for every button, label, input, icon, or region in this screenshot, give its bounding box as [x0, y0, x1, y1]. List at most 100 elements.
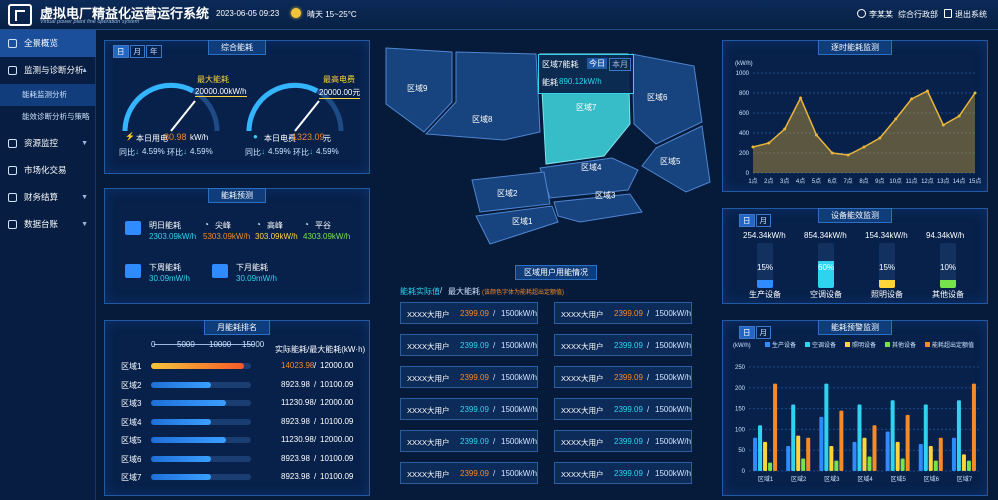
tab-day[interactable]: 日 — [113, 45, 129, 58]
ranking-row-track — [151, 363, 251, 369]
user-card[interactable]: XXXX大用户 2399.09 / 1500kW/h — [554, 366, 692, 388]
finance-icon — [8, 193, 17, 202]
warning-bar — [885, 431, 890, 471]
sidebar-item-monitor[interactable]: 监测与诊断分析 ▲ — [0, 57, 96, 84]
hourly-xtick: 10点 — [889, 177, 902, 185]
efficiency-fill — [879, 280, 895, 288]
warning-ytick: 100 — [735, 427, 746, 433]
app-title: 虚拟电厂精益化运营运行系统 — [40, 6, 210, 21]
tomorrow-label: 明日能耗 — [149, 221, 181, 230]
user-card[interactable]: XXXX大用户 2399.09 / 1500kW/h — [400, 398, 538, 420]
sidebar-item-overview[interactable]: 全景概览 — [0, 30, 96, 57]
warning-bar — [933, 460, 938, 471]
warning-bar — [862, 437, 867, 471]
tab-month[interactable]: 月 — [755, 214, 771, 227]
user-card[interactable]: XXXX大用户 2399.09 / 1500kW/h — [400, 366, 538, 388]
user-card[interactable]: XXXX大用户 2399.09 / 1500kW/h — [554, 334, 692, 356]
sidebar-sub-efficiency[interactable]: 能效诊断分析与策略 — [22, 112, 90, 121]
ranking-row-track — [151, 455, 251, 462]
hourly-point — [925, 89, 929, 93]
hourly-xtick: 11点 — [905, 177, 917, 185]
exit-button[interactable]: 退出系统 — [955, 10, 987, 19]
tab-day[interactable]: 日 — [739, 326, 755, 339]
sidebar-item-resource[interactable]: 资源监控 ▼ — [0, 130, 96, 157]
arrow-down-icon: ↓ — [309, 147, 313, 156]
map-region-8[interactable] — [424, 51, 541, 141]
hourly-xtick: 2点 — [764, 177, 773, 185]
ranking-row-bar — [151, 455, 211, 462]
hourly-xtick: 3点 — [780, 177, 789, 185]
user-card[interactable]: XXXX大用户 2399.09 / 1500kW/h — [400, 302, 538, 324]
user-card[interactable]: XXXX大用户 2399.09 / 1500kW/h — [554, 430, 692, 452]
forecast-panel: 能耗预测 明日能耗 2303.09kW/h ◔ 尖峰 5303.09kW/h ◔… — [104, 188, 370, 304]
sidebar-item-market[interactable]: 市场化交易 — [0, 157, 96, 184]
user-card[interactable]: XXXX大用户 2399.09 / 1500kW/h — [400, 462, 538, 484]
warning-bar — [819, 416, 824, 471]
energy-tabs: 日 月 年 — [113, 45, 163, 58]
warning-chart: (kW/h) 生产设备 空调设备 照明设备 其他设备 能耗超出定额值 0 50 100 150 20… — [733, 341, 981, 483]
today-fee-label: 本日电费 — [264, 134, 296, 143]
map-region-3[interactable] — [553, 193, 643, 223]
map-region-2[interactable] — [471, 171, 551, 213]
warning-legend-label: 照明设备 — [852, 341, 876, 349]
sidebar-item-ledger[interactable]: 数据台账 ▼ — [0, 211, 96, 238]
user-card[interactable]: XXXX大用户 2399.09 / 1500kW/h — [554, 302, 692, 324]
warning-panel: 能耗预警监测 日 月 (kW/h) 生产设备 空调设备 照明设备 其他设备 能耗超出定额值… — [722, 320, 988, 496]
map-region-6[interactable] — [631, 53, 703, 145]
user-card[interactable]: XXXX大用户 2399.09 / 1500kW/h — [400, 430, 538, 452]
hourly-point — [830, 151, 834, 155]
ranking-row-val: 8923.98 — [281, 472, 310, 481]
ranking-axis-tick: 5000 — [177, 340, 195, 349]
energy-panel-title: 综合能耗 — [208, 40, 266, 55]
popup-tab-month[interactable]: 本月 — [609, 58, 631, 71]
efficiency-fill — [940, 280, 956, 288]
warning-bar — [900, 458, 905, 471]
today-use-label: 本日用电 — [136, 134, 168, 143]
resource-icon — [8, 139, 17, 148]
popup-label: 能耗 — [542, 78, 558, 87]
hourly-xtick: 1点 — [748, 177, 757, 185]
user-card[interactable]: XXXX大用户 2399.09 / 1500kW/h — [554, 398, 692, 420]
warning-xtick: 区域1 — [758, 475, 774, 483]
map-region-9[interactable] — [385, 47, 453, 133]
efficiency-pct: 15% — [879, 263, 896, 272]
lightning-icon: ⚡ — [125, 132, 135, 141]
map-region-1[interactable] — [475, 205, 559, 245]
popup-tab-today[interactable]: 今日 — [587, 58, 607, 69]
sidebar-item-finance[interactable]: 财务结算 ▼ — [0, 184, 96, 211]
exit-icon[interactable] — [944, 9, 952, 18]
user-icon — [857, 9, 866, 18]
ranking-row-bar — [151, 363, 244, 369]
tab-year[interactable]: 年 — [146, 45, 162, 58]
hourly-point — [862, 145, 866, 149]
ranking-row-val: 14023.98 — [281, 361, 315, 370]
hourly-chart: (kW/h) 0 200 400 600 800 1000 1点 2点 3点 4点 5点 6点 7点 8点 9… — [735, 61, 981, 185]
warning-legend-swatch — [885, 342, 890, 347]
user-name[interactable]: 李某某 — [869, 10, 893, 19]
user-card[interactable]: XXXX大用户 2399.09 / 1500kW/h — [554, 462, 692, 484]
warning-ytick: 150 — [735, 407, 746, 413]
users-legend-actual: 能耗实际值 — [400, 287, 440, 296]
sidebar-sub-energy-monitor[interactable]: 能耗监测分析 — [0, 84, 96, 106]
efficiency-tabs: 日 月 — [739, 214, 772, 227]
user-card[interactable]: XXXX大用户 2399.09 / 1500kW/h — [400, 334, 538, 356]
warning-bar — [806, 437, 811, 471]
tab-day[interactable]: 日 — [739, 214, 755, 227]
warning-ylabel: (kW/h) — [733, 343, 751, 349]
ranking-row-val: 11230.98 — [281, 435, 314, 444]
tab-month[interactable]: 月 — [129, 45, 145, 58]
map-label-2: 区域2 — [497, 189, 518, 198]
map-region-5[interactable] — [641, 125, 711, 193]
ranking-row-max: 12000.00 — [320, 435, 354, 444]
hourly-xtick: 5点 — [812, 177, 821, 185]
ranking-row-val: 11230.98 — [281, 398, 314, 407]
ranking-row-max: 12000.00 — [320, 361, 354, 370]
sidebar: 全景概览 监测与诊断分析 ▲ 能耗监测分析 能效诊断分析与策略 资源监控 ▼ 市场化… — [0, 30, 96, 500]
tab-month[interactable]: 月 — [755, 326, 771, 339]
hourly-point — [894, 117, 898, 121]
mom-label-1: 环比 — [167, 148, 183, 157]
warning-chart-title: 能耗预警监测 — [818, 320, 892, 335]
high-icon: ◔ — [256, 220, 261, 229]
month-value: 30.09mW/h — [236, 274, 277, 283]
hourly-xtick: 14点 — [953, 177, 966, 185]
